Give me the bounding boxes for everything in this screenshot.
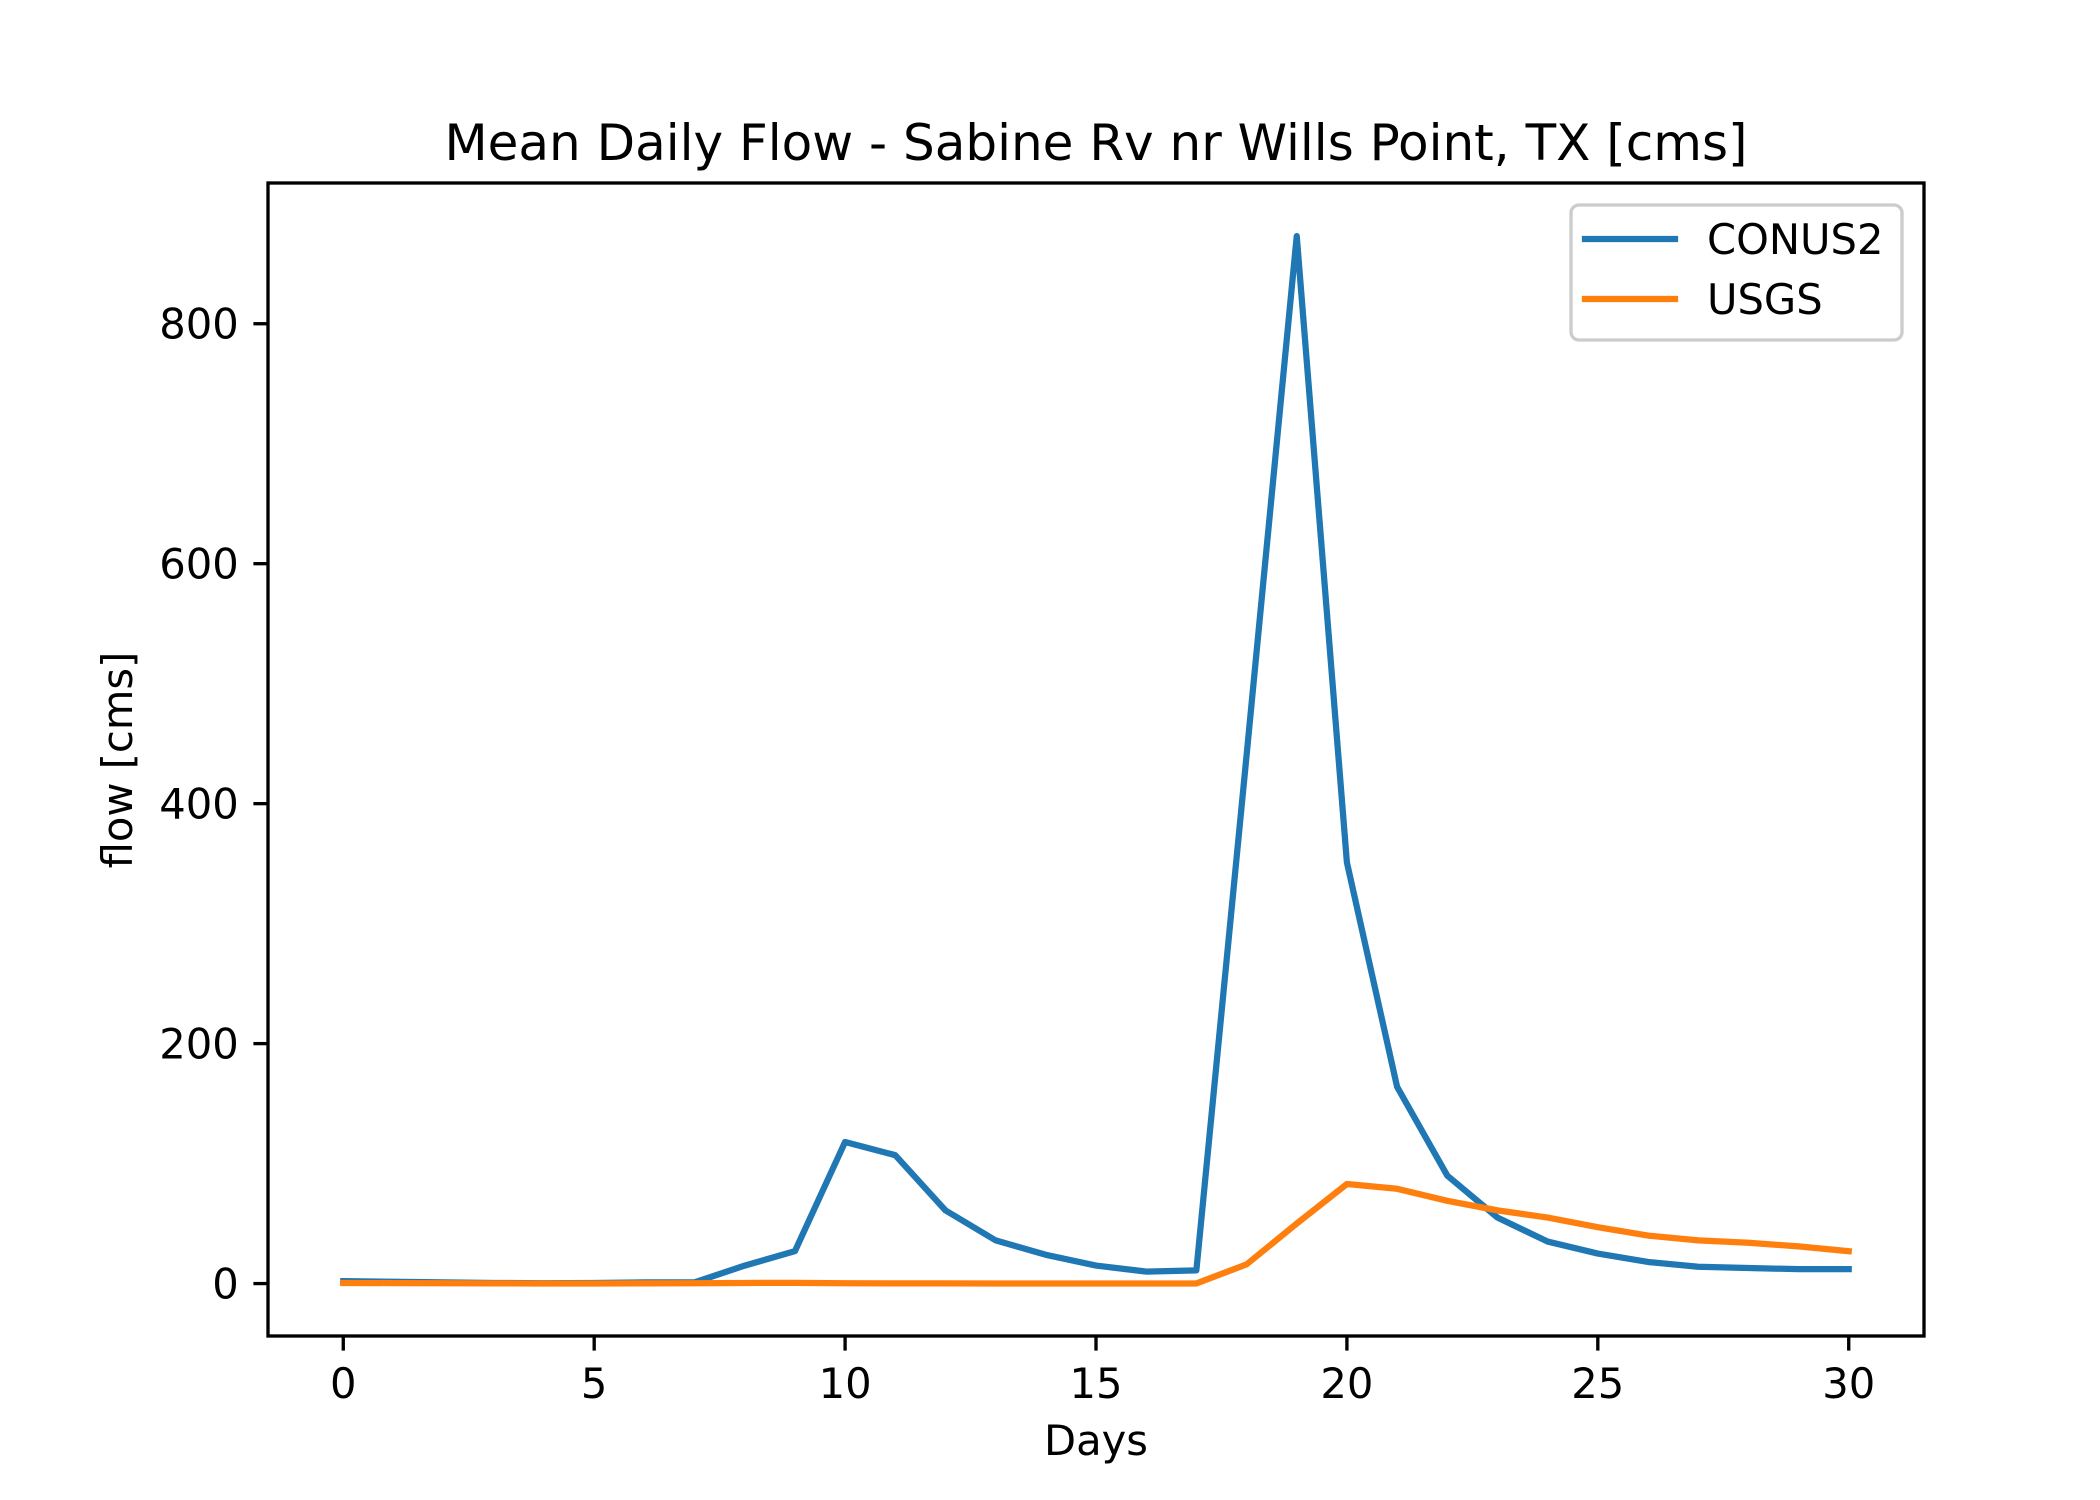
y-tick-label: 800 [159, 300, 239, 349]
x-tick-label: 20 [1320, 1359, 1373, 1408]
legend-label-usgs: USGS [1707, 275, 1823, 324]
plot-area: 0 5 10 15 20 25 30 0 200 400 600 800 [159, 181, 1926, 1408]
series-line-usgs [340, 1180, 1853, 1287]
y-tick-label: 200 [159, 1020, 239, 1069]
legend: CONUS2 USGS [1569, 203, 1904, 342]
x-tick-label: 5 [581, 1359, 608, 1408]
axes-background [268, 183, 1924, 1336]
y-tick-label: 400 [159, 780, 239, 829]
x-tick-label: 25 [1571, 1359, 1624, 1408]
x-tick-label: 0 [330, 1359, 357, 1408]
y-tick-label: 0 [212, 1260, 239, 1309]
y-axis-label: flow [cms] [93, 652, 142, 869]
y-tick-label: 600 [159, 540, 239, 589]
x-tick-label: 10 [819, 1359, 872, 1408]
x-tick-label: 30 [1822, 1359, 1875, 1408]
x-tick-label: 15 [1069, 1359, 1122, 1408]
y-axis: 0 200 400 600 800 [159, 300, 268, 1309]
x-axis: 0 5 10 15 20 25 30 [330, 1336, 1875, 1408]
chart-title: Mean Daily Flow - Sabine Rv nr Wills Poi… [444, 114, 1747, 172]
legend-label-conus2: CONUS2 [1707, 215, 1883, 264]
x-axis-label: Days [1044, 1416, 1148, 1465]
series-layer [340, 233, 1853, 1287]
